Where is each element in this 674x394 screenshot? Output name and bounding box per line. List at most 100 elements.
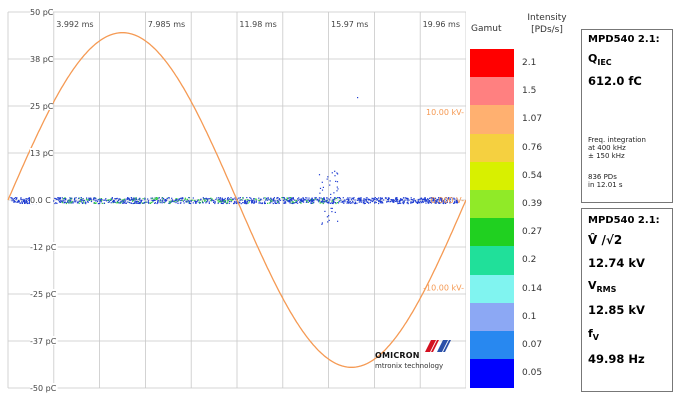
pd-point [429, 197, 431, 199]
pd-point [79, 201, 81, 203]
gamut-swatch [470, 274, 514, 304]
pd-point [147, 200, 150, 202]
pd-point [332, 199, 334, 202]
pd-point [224, 199, 226, 202]
pd-point [244, 201, 246, 204]
pd-point [440, 199, 443, 201]
pd-point [112, 202, 114, 204]
pd-point [137, 202, 139, 204]
pd-point [396, 197, 398, 199]
pd-point [123, 202, 125, 204]
pd-point [240, 203, 242, 205]
pd-point [312, 199, 314, 201]
pd-point [67, 200, 69, 202]
y-axis-label-bg [30, 289, 58, 298]
pd-point [318, 200, 321, 202]
pd-point [268, 199, 270, 201]
pd-point [200, 198, 202, 200]
pd-point [195, 200, 197, 203]
pd-point [363, 201, 365, 203]
intensity-title-line1: Intensity [527, 13, 567, 23]
pd-point [329, 199, 331, 201]
pd-point [245, 203, 247, 205]
pd-point [269, 198, 271, 200]
pd-point [96, 199, 98, 201]
pd-point [396, 200, 398, 202]
pd-point [137, 201, 139, 203]
pd-point [74, 198, 76, 201]
pd-point [175, 202, 177, 204]
y-axis-label-bg [30, 54, 53, 63]
pd-point [156, 198, 158, 201]
pd-point [253, 202, 255, 204]
gamut-swatch [470, 331, 514, 360]
pd-point [364, 198, 366, 200]
pd-point [434, 199, 436, 202]
pd-point [290, 199, 292, 201]
pd-point [19, 202, 22, 204]
pd-point [88, 199, 90, 201]
pd-point [121, 202, 123, 204]
gamut-header: Gamut Intensity [PDs/s] [466, 0, 578, 50]
charge-panel: MPD540 2.1: QIEC 612.0 fC Freq. integrat… [581, 29, 673, 203]
pd-point [59, 201, 61, 203]
pd-point [255, 201, 257, 203]
pd-point [227, 197, 229, 199]
pd-point [378, 200, 380, 202]
pd-point [323, 200, 325, 202]
pd-point [99, 202, 101, 205]
pd-point [424, 197, 426, 199]
pd-point [295, 199, 297, 202]
pd-point [319, 187, 322, 189]
pd-point [271, 201, 273, 203]
pd-point [402, 201, 404, 203]
y-axis-label: -37 pC [30, 337, 57, 346]
pd-point [410, 197, 412, 199]
pd-point [339, 200, 341, 202]
pd-point [338, 201, 340, 203]
pd-point [175, 200, 177, 202]
pd-point [398, 201, 400, 203]
gamut-swatch [470, 161, 514, 191]
pd-point [372, 200, 374, 202]
pd-point [71, 201, 73, 203]
pd-point [28, 202, 30, 204]
pd-point [380, 198, 382, 200]
pd-point [214, 202, 216, 205]
pd-point [77, 201, 79, 203]
pd-point [20, 198, 22, 200]
pd-point [98, 198, 100, 200]
pd-point [246, 201, 248, 203]
pd-point [254, 198, 256, 200]
pd-point [352, 198, 354, 200]
pd-point [311, 202, 314, 204]
pd-point [236, 198, 238, 200]
pd-point [421, 200, 423, 202]
pd-point [139, 201, 141, 203]
pd-point [228, 200, 231, 202]
pd-point [134, 201, 136, 203]
pd-point [344, 201, 346, 203]
pd-point [106, 199, 108, 201]
pd-point [277, 201, 279, 203]
pd-point [101, 200, 103, 202]
pd-point [332, 202, 334, 205]
pd-point [11, 200, 13, 202]
pd-point [126, 197, 128, 200]
pd-point [321, 222, 323, 224]
pd-point [151, 199, 153, 201]
pd-point [334, 175, 336, 177]
pd-point [398, 202, 400, 204]
y-axis-label-bg [30, 242, 58, 251]
pd-point [456, 199, 458, 202]
pd-point [428, 200, 430, 202]
pd-point [70, 198, 72, 200]
pd-point [291, 198, 293, 200]
pd-point [83, 199, 86, 202]
pd-point [315, 197, 317, 199]
pd-point [244, 200, 246, 202]
pd-point [82, 202, 84, 204]
pd-point [90, 200, 93, 203]
pd-point [168, 201, 170, 203]
pd-point [277, 197, 279, 199]
